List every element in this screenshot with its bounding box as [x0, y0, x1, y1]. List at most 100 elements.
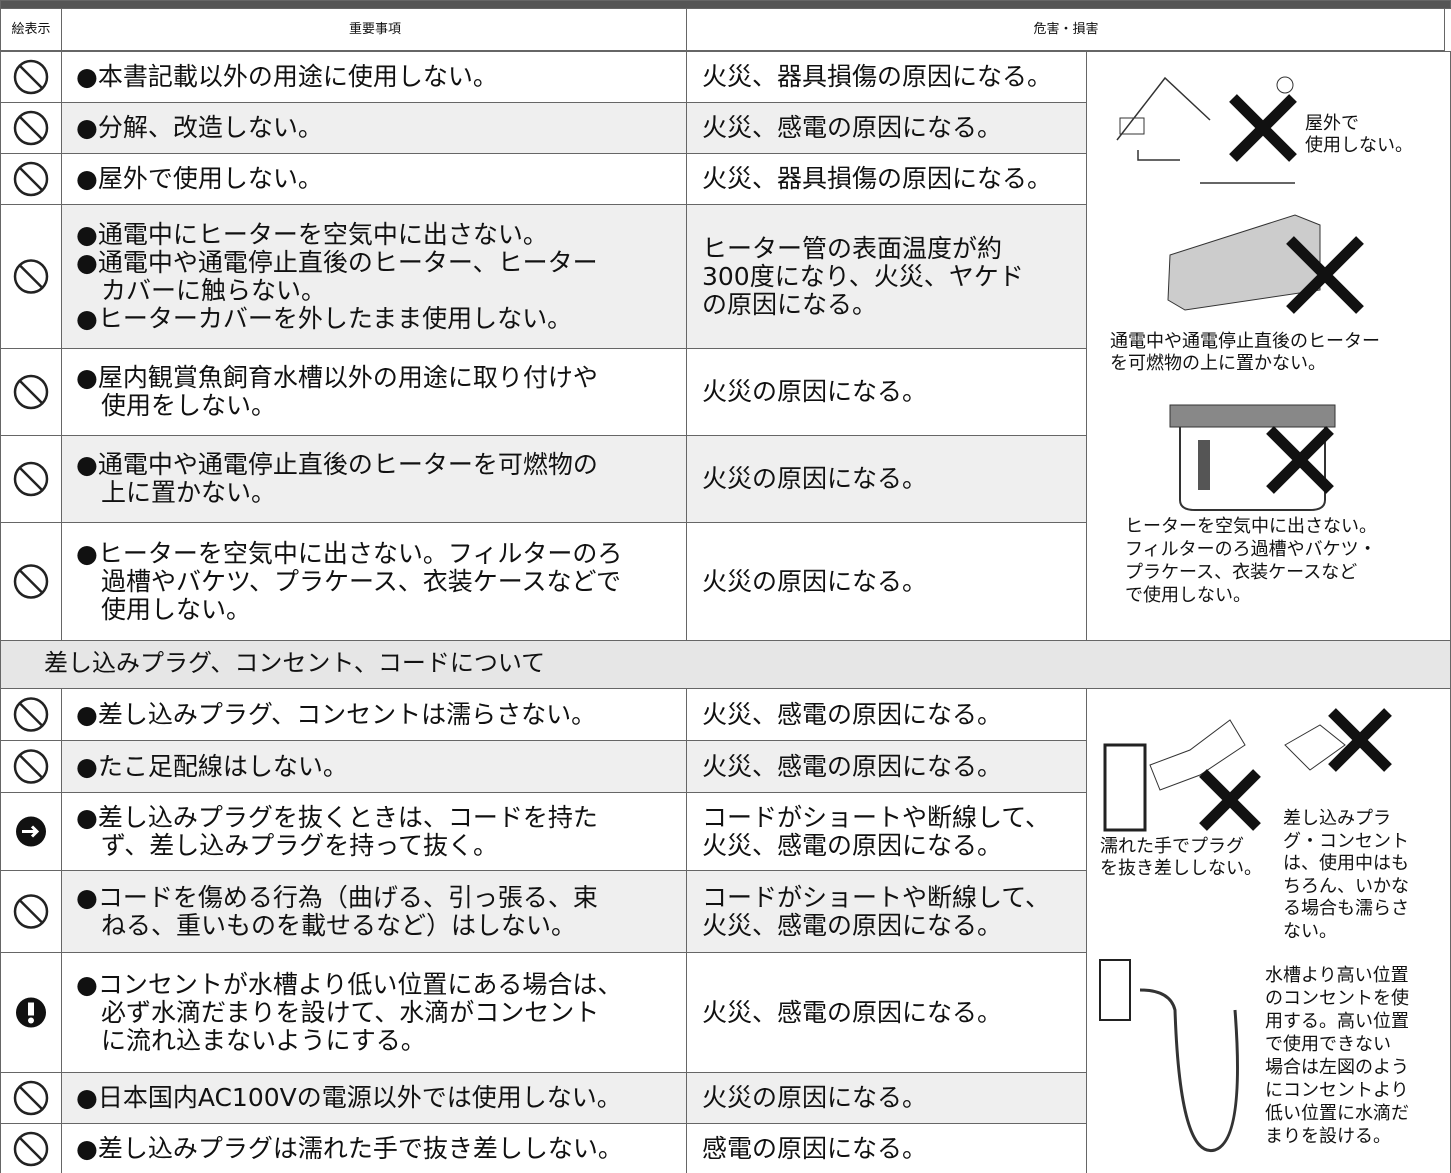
item-text: ●コードを傷める行為（曲げる、引っ張る、束 ねる、重いものを載せるなど）はしない… — [76, 883, 598, 940]
text-line: は、使用中はも — [1283, 853, 1409, 874]
text-line: 使用をしない。 — [76, 391, 277, 420]
text-line: コードがショートや断線して、 — [702, 882, 1051, 912]
cross-mark — [1229, 94, 1297, 162]
text-line: にコンセントより — [1265, 1080, 1409, 1101]
harm-text: 火災、器具損傷の原因になる。 — [702, 165, 1052, 193]
harm-text: コードがショートや断線して、 火災、感電の原因になる。 — [702, 882, 1051, 940]
icon — [19, 569, 43, 594]
harm-cell — [686, 740, 1087, 793]
cord — [1139, 988, 1239, 1153]
text-line: まりを設ける。 — [1265, 1126, 1391, 1147]
text-line: ず、差し込みプラグを持って抜く。 — [76, 830, 499, 860]
item-cell — [61, 522, 687, 641]
text-line: ●差し込みプラグを抜くときは、コードを持た — [76, 802, 598, 832]
sun — [1276, 76, 1294, 94]
text-line: で使用できない — [1265, 1034, 1391, 1055]
item-cell — [61, 1123, 687, 1173]
harm-text: コードがショートや断線して、 火災、感電の原因になる。 — [702, 802, 1051, 860]
icon — [13, 564, 49, 599]
item-text: ●差し込みプラグは濡れた手で抜き差ししない。 — [76, 1135, 623, 1163]
house — [1116, 76, 1295, 184]
text-line: ヒーター管の表面温度が約 — [702, 233, 1003, 263]
harm-text: 感電の原因になる。 — [702, 1135, 927, 1163]
harm-text: 火災、器具損傷の原因になる。 — [702, 63, 1052, 91]
harm-cell — [686, 952, 1087, 1073]
item-text: ●通電中や通電停止直後のヒーターを可燃物の 上に置かない。 — [76, 451, 598, 507]
tank — [1167, 214, 1321, 311]
text-line: グ・コンセント — [1283, 830, 1409, 852]
text-line: 上に置かない。 — [76, 478, 277, 507]
icon — [13, 894, 49, 929]
text-line: 火災の原因になる。 — [702, 1083, 928, 1112]
harm-text: ヒーター管の表面温度が約 300度になり、火災、ヤケド の原因になる。 — [702, 233, 1024, 319]
outlet — [1099, 959, 1131, 1021]
cross-mark — [1286, 236, 1364, 314]
text-line: ●差し込みプラグ、コンセントは濡らさない。 — [76, 699, 597, 729]
item-text: ●差し込みプラグを抜くときは、コードを持た ず、差し込みプラグを持って抜く。 — [76, 802, 598, 860]
text-line: コードがショートや断線して、 — [702, 802, 1051, 832]
text-line: 過槽やバケツ、プラケース、衣装ケースなどで — [76, 566, 622, 596]
icon — [13, 749, 49, 784]
icon — [13, 697, 49, 732]
header-harm: 危害・損害 — [1033, 22, 1098, 37]
icon — [19, 65, 43, 89]
text-line: 火災の原因になる。 — [702, 566, 928, 596]
text-line: 火災、感電の原因になる。 — [702, 830, 1003, 860]
item-cell — [61, 435, 687, 523]
text-line: プラケース、衣装ケースなど — [1125, 562, 1358, 583]
item-text: ●本書記載以外の用途に使用しない。 — [76, 63, 498, 91]
icon — [19, 1137, 43, 1161]
text-line: のコンセントを使 — [1265, 988, 1409, 1009]
text-line: る場合も濡らさ — [1283, 898, 1409, 919]
icon — [19, 264, 43, 289]
text-line: ●たこ足配線はしない。 — [76, 751, 348, 781]
heater — [1198, 440, 1210, 490]
text-line: 火災の原因になる。 — [702, 464, 928, 493]
header-item: 重要事項 — [349, 22, 401, 37]
figure-caption: 水槽より高い位置 のコンセントを使 用する。高い位置 で使用できない 場合は左図のように… — [1265, 964, 1409, 1148]
text-line: 火災、感電の原因になる。 — [702, 113, 1003, 142]
icon — [28, 1017, 34, 1024]
figure-caption: ヒーターを空気中に出さない。 フィルターのろ過槽やバケツ・ プラケース、衣装ケースな… — [1125, 515, 1377, 607]
harm-text: 火災、感電の原因になる。 — [702, 114, 1002, 142]
text-line: に流れ込まないようにする。 — [76, 1025, 426, 1055]
lid — [1169, 404, 1336, 428]
item-text: ●屋内観賞魚飼育水槽以外の用途に取り付けや 使用をしない。 — [76, 364, 598, 420]
icon — [13, 161, 49, 197]
harm-text: 火災の原因になる。 — [702, 1084, 927, 1112]
header-icon: 絵表示 — [11, 22, 50, 37]
text-line: 感電の原因になる。 — [702, 1134, 928, 1163]
outlet — [1103, 743, 1147, 832]
figure-caption: 通電中や通電停止直後のヒーター を可燃物の上に置かない。 — [1110, 331, 1380, 375]
item-text: ●差し込みプラグ、コンセントは濡らさない。 — [76, 699, 597, 729]
text-line: フィルターのろ過槽やバケツ・ — [1125, 539, 1377, 560]
text-line: ●本書記載以外の用途に使用しない。 — [76, 62, 498, 91]
text-line: ない。 — [1283, 920, 1337, 942]
text-line: カバーに触らない。 — [76, 275, 327, 305]
text-line: 火災、器具損傷の原因になる。 — [702, 164, 1053, 193]
icon — [19, 167, 43, 191]
icon — [13, 259, 49, 294]
icon — [13, 110, 49, 146]
text-line: ●屋外で使用しない。 — [76, 164, 323, 193]
plug — [1284, 724, 1346, 771]
icon — [19, 754, 43, 779]
item-text: ●日本国内AC100Vの電源以外では使用しない。 — [76, 1084, 622, 1112]
item-cell — [61, 153, 687, 205]
cross-mark — [1328, 708, 1392, 772]
text-line: 300度になり、火災、ヤケド — [702, 261, 1024, 291]
text-line: を可燃物の上に置かない。 — [1110, 353, 1326, 374]
text-line: ●通電中にヒーターを空気中に出さない。 — [76, 219, 548, 249]
icon — [13, 1080, 49, 1116]
icon — [19, 1086, 43, 1110]
harm-text: 火災、感電の原因になる。 — [702, 998, 1002, 1027]
text-line: 使用しない。 — [76, 594, 252, 624]
harm-cell — [686, 204, 1087, 349]
text-line: 火災の原因になる。 — [702, 377, 928, 406]
harm-cell — [686, 1072, 1087, 1124]
tank — [1179, 427, 1326, 511]
item-text: ●通電中にヒーターを空気中に出さない。 ●通電中や通電停止直後のヒーター、ヒーター… — [76, 219, 598, 333]
text-line: で使用しない。 — [1125, 585, 1251, 606]
